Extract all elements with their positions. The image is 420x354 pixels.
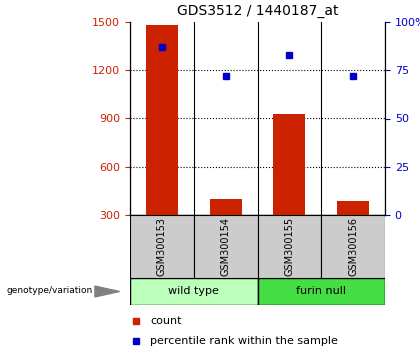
- Bar: [130, 278, 257, 305]
- Bar: [257, 215, 321, 278]
- Text: GSM300156: GSM300156: [348, 217, 358, 276]
- Bar: [273, 114, 305, 215]
- Text: wild type: wild type: [168, 286, 219, 297]
- Text: GSM300154: GSM300154: [220, 217, 231, 276]
- Text: percentile rank within the sample: percentile rank within the sample: [150, 336, 338, 346]
- Bar: [321, 215, 385, 278]
- Bar: [337, 200, 369, 215]
- Title: GDS3512 / 1440187_at: GDS3512 / 1440187_at: [177, 4, 338, 18]
- Text: furin null: furin null: [296, 286, 346, 297]
- Bar: [146, 25, 178, 215]
- Bar: [210, 199, 242, 215]
- Text: GSM300153: GSM300153: [157, 217, 167, 276]
- Bar: [257, 278, 385, 305]
- Text: count: count: [150, 316, 182, 326]
- Text: genotype/variation: genotype/variation: [6, 286, 93, 295]
- Polygon shape: [95, 286, 120, 297]
- Bar: [130, 215, 194, 278]
- Text: GSM300155: GSM300155: [284, 217, 294, 276]
- Bar: [194, 215, 257, 278]
